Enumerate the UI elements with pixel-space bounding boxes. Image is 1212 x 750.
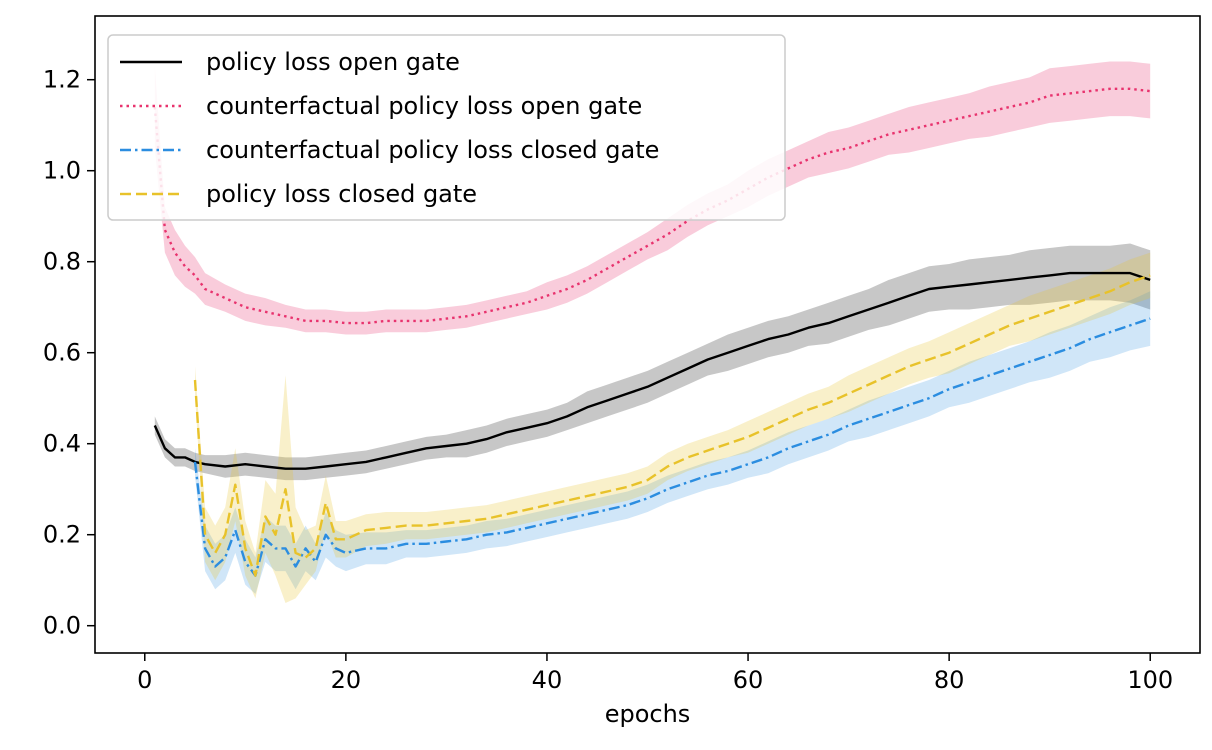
legend-box [107,34,786,221]
legend-label-2: counterfactual policy loss open gate [206,92,642,120]
x-tick-label: 100 [1127,666,1173,694]
series-1-line [153,271,1151,470]
plot-area-frame [94,15,1201,654]
y-tick-label: 0.2 [43,521,81,549]
series-lines [153,87,1151,577]
y-tick-label: 0.4 [43,430,81,458]
series-2-line [153,87,1151,325]
legend-label-1: policy loss open gate [206,48,460,76]
legend: policy loss open gate counterfactual poli… [107,34,786,221]
confidence-bands [154,61,1151,603]
legend-label-4: policy loss closed gate [206,180,477,208]
x-tick-label: 40 [532,666,563,694]
y-tick-label: 1.2 [43,66,81,94]
series-2-band [154,61,1151,335]
x-tick-label: 20 [331,666,362,694]
y-tick-label: 1.0 [43,157,81,185]
x-tick-label: 80 [934,666,965,694]
series-1-band [154,243,1151,481]
series-3-band [195,291,1151,594]
x-tick-label: 60 [733,666,764,694]
y-tick-label: 0.8 [43,248,81,276]
series-3-line [193,317,1151,577]
x-axis: 0 20 40 60 80 100 [137,653,1173,694]
x-tick-label: 0 [137,666,152,694]
y-tick-label: 0.0 [43,612,81,640]
series-4-band [195,252,1151,603]
y-axis: 0.0 0.2 0.4 0.6 0.8 1.0 1.2 [43,66,95,640]
y-tick-label: 0.6 [43,339,81,367]
x-axis-title: epochs [605,700,691,728]
legend-label-3: counterfactual policy loss closed gate [206,136,659,164]
